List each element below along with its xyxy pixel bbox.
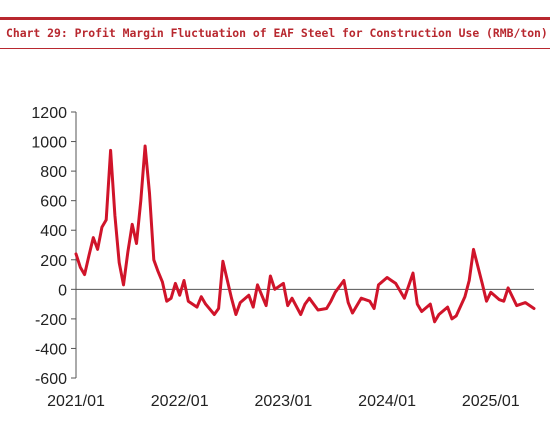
x-tick-label: 2023/01 [254,393,312,410]
title-bottom-rule [0,48,550,49]
y-tick-label: 0 [58,282,67,299]
y-tick-label: 1200 [31,105,67,122]
x-tick-label: 2024/01 [358,393,416,410]
y-tick-label: -200 [35,312,67,329]
x-tick-label: 2021/01 [47,393,105,410]
title-top-rule [0,17,550,20]
series-line-0 [74,144,536,324]
x-tick-label: 2025/01 [462,393,520,410]
y-tick-label: 200 [40,253,67,270]
y-tick-label: -600 [35,371,67,388]
y-tick-label: -400 [35,341,67,358]
y-tick-label: 400 [40,223,67,240]
y-tick-label: 1000 [31,135,67,152]
chart-title: Chart 29: Profit Margin Fluctuation of E… [6,26,548,40]
y-tick-label: 600 [40,194,67,211]
x-tick-label: 2022/01 [151,393,209,410]
y-tick-label: 800 [40,164,67,181]
